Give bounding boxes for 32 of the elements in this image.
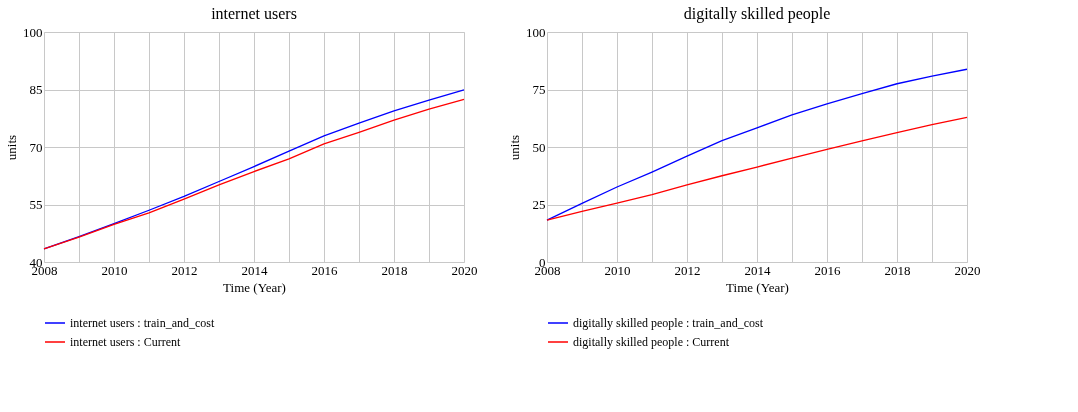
x-tick-label: 2016 [814, 262, 841, 278]
x-tick-label: 2018 [884, 262, 911, 278]
line-series [546, 68, 968, 221]
y-tick-label: 50 [532, 139, 546, 155]
y-tick-label: 100 [23, 24, 43, 40]
x-tick-label: 2018 [381, 262, 408, 278]
x-tick-label: 2020 [451, 262, 478, 278]
x-axis-title: Time (Year) [223, 279, 286, 295]
x-tick-label: 2014 [241, 262, 268, 278]
x-tick-label: 2016 [311, 262, 338, 278]
legend-label: digitally skilled people : Current [573, 335, 730, 349]
y-axis-title: units [4, 134, 19, 161]
chart-title: internet users [211, 5, 297, 22]
x-tick-label: 2012 [171, 262, 198, 278]
legend-label: internet users : train_and_cost [70, 316, 215, 330]
x-axis-title: Time (Year) [726, 279, 789, 295]
legend-label: internet users : Current [70, 335, 181, 349]
y-tick-label: 70 [29, 139, 43, 155]
x-tick-label: 2010 [604, 262, 631, 278]
y-tick-label: 55 [29, 197, 43, 212]
x-tick-label: 2010 [101, 262, 128, 278]
y-tick-label: 75 [532, 82, 546, 97]
y-axis-title: units [507, 134, 522, 161]
x-tick-label: 2014 [744, 262, 771, 278]
line-series [546, 116, 968, 221]
x-tick-label: 2020 [954, 262, 981, 278]
y-tick-label: 100 [526, 24, 546, 40]
y-tick-label: 25 [532, 197, 546, 212]
legend-label: digitally skilled people : train_and_cost [573, 316, 764, 330]
chart-title: digitally skilled people [683, 5, 831, 23]
y-tick-label: 85 [29, 82, 43, 97]
x-tick-label: 2012 [674, 262, 701, 278]
